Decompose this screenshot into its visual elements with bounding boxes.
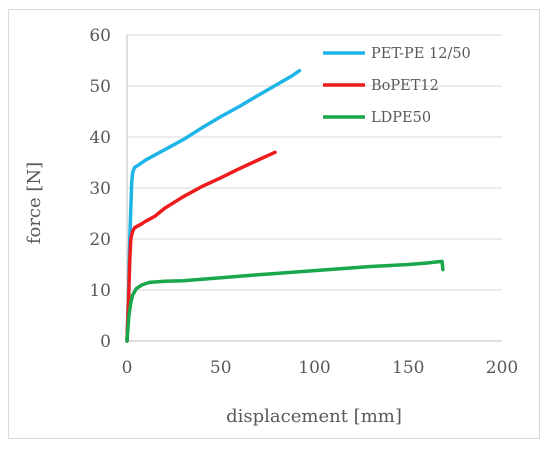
legend: PET-PE 12/50 BoPET12 LDPE50 (323, 46, 471, 126)
x-tick-label: 0 (122, 358, 133, 378)
x-axis-title: displacement [mm] (226, 406, 402, 427)
legend-label: LDPE50 (371, 110, 431, 126)
series-line-2 (125, 150, 277, 343)
legend-label: BoPET12 (371, 78, 439, 94)
y-tick-label: 60 (89, 26, 111, 46)
series-lines (125, 68, 445, 343)
line-chart: 0 10 20 30 40 50 60 0 50 100 150 200 PET-PE 12/50 B… (24, 26, 519, 427)
x-tick-labels: 0 50 100 150 200 (122, 358, 519, 378)
y-tick-label: 30 (89, 179, 111, 199)
y-tick-labels: 0 10 20 30 40 50 60 (89, 26, 111, 352)
y-tick-label: 20 (89, 230, 111, 250)
x-tick-label: 200 (486, 358, 518, 378)
series-line-3 (125, 259, 445, 343)
legend-label: PET-PE 12/50 (371, 46, 471, 62)
chart-container: 0 10 20 30 40 50 60 0 50 100 150 200 PET-PE 12/50 B… (8, 9, 540, 439)
x-tick-label: 150 (392, 358, 424, 378)
series-line-1 (125, 68, 302, 343)
y-tick-label: 10 (89, 281, 111, 301)
y-axis-title: force [N] (24, 162, 45, 244)
y-tick-label: 50 (89, 77, 111, 97)
y-tick-label: 0 (100, 332, 111, 352)
x-tick-label: 100 (298, 358, 330, 378)
x-tick-label: 50 (210, 358, 232, 378)
y-tick-label: 40 (89, 128, 111, 148)
gridlines (127, 34, 502, 291)
